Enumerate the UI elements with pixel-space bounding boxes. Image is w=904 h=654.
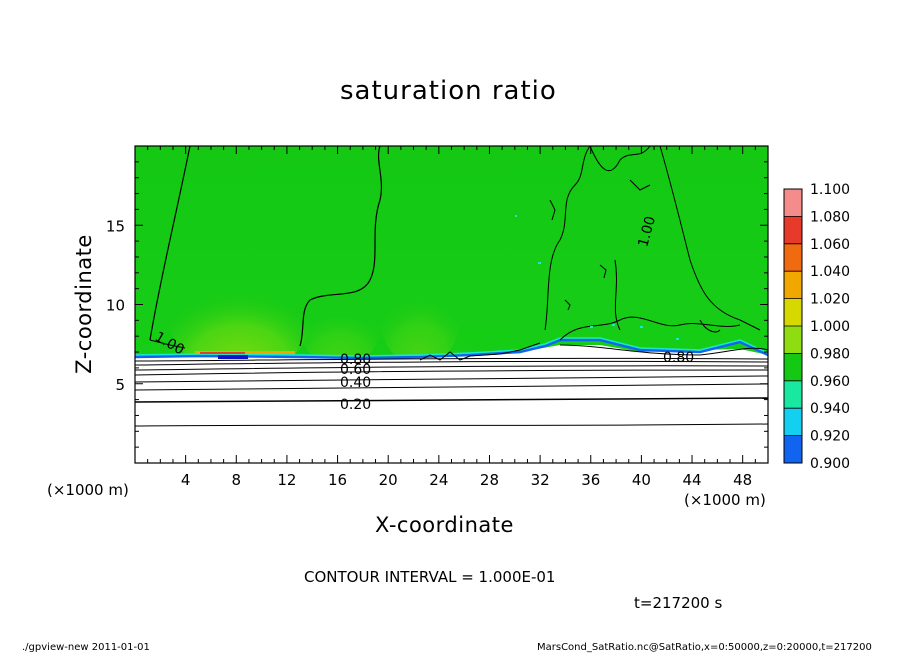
contour-interval-label: CONTOUR INTERVAL = 1.000E-01 (304, 568, 556, 586)
x-tick-label: 40 (632, 471, 651, 489)
chart-title: saturation ratio (340, 76, 557, 106)
colorbar-cell (784, 243, 802, 272)
y-tick-label: 5 (115, 376, 125, 394)
subsat-strip (218, 355, 248, 359)
subsaturated-region (135, 345, 768, 463)
x-tick-label: 44 (682, 471, 701, 489)
x-tick-label: 24 (429, 471, 448, 489)
x-unit-label: (×1000 m) (684, 491, 766, 509)
colorbar-cell (784, 298, 802, 326)
x-tick-label: 32 (531, 471, 550, 489)
x-tick-label: 20 (379, 471, 398, 489)
colorbar-cell (784, 435, 802, 463)
x-axis-title: X-coordinate (375, 513, 514, 537)
contour-label-5: 0.60 (340, 362, 371, 378)
contour-label-3: 0.80 (663, 350, 694, 366)
colorbar: 1.100 1.080 1.060 1.040 1.020 1.000 0.980 0.960… (783, 182, 850, 472)
colorbar-cell (784, 189, 802, 217)
contour-label-7: 0.20 (340, 397, 371, 413)
contour-label-2: 1.00 (635, 215, 659, 249)
colorbar-cell (784, 216, 802, 244)
colorbar-label: 0.960 (810, 374, 850, 390)
colorbar-label: 1.080 (810, 209, 850, 225)
x-tick-label: 12 (277, 471, 296, 489)
y-axis-ticks: 5 10 15 (106, 161, 768, 448)
contour-label-4: 0.80 (340, 352, 371, 368)
contour-label-group: 1.00 1.00 0.80 0.80 0.60 0.40 0.20 (152, 215, 694, 413)
supersat-strip-red (200, 352, 245, 354)
x-tick-label: 4 (181, 471, 191, 489)
contour-label-6: 0.40 (340, 375, 371, 391)
colorbar-label: 0.900 (810, 456, 850, 472)
footer-right: MarsCond_SatRatio.nc@SatRatio,x=0:50000,… (537, 642, 872, 653)
cloud-base-edge-cyan (134, 337, 769, 357)
supersat-region-2 (380, 275, 460, 365)
x-tick-label: 8 (232, 471, 242, 489)
colorbar-label: 1.060 (810, 237, 850, 253)
colorbar-label: 0.980 (810, 346, 850, 362)
colorbar-cell (784, 271, 802, 299)
colorbar-label: 1.100 (810, 182, 850, 198)
cloud-specks (515, 215, 679, 340)
x-tick-label: 36 (581, 471, 600, 489)
cloud-base-edge (134, 338, 769, 360)
colorbar-cell (784, 353, 802, 381)
y-unit-label: (×1000 m) (47, 481, 129, 499)
time-label: t=217200 s (634, 594, 723, 612)
colorbar-cell (784, 380, 802, 409)
x-axis-ticks: 4 8 12 16 20 24 28 32 36 40 44 48 (147, 146, 756, 489)
colorbar-label: 1.020 (810, 292, 850, 308)
colorbar-label: 1.040 (810, 264, 850, 280)
y-tick-label: 10 (106, 297, 125, 315)
footer-left: ./gpview-new 2011-01-01 (22, 642, 150, 653)
x-tick-label: 28 (480, 471, 499, 489)
colorbar-label: 1.000 (810, 319, 850, 335)
x-tick-label: 48 (733, 471, 752, 489)
x-tick-label: 16 (328, 471, 347, 489)
supersat-region-1 (170, 265, 310, 375)
colorbar-label: 0.940 (810, 401, 850, 417)
colorbar-label: 0.920 (810, 429, 850, 445)
y-tick-label: 15 (106, 217, 125, 235)
supersat-region-3 (300, 295, 380, 365)
colorbar-cell (784, 408, 802, 436)
colorbar-cell (784, 326, 802, 354)
